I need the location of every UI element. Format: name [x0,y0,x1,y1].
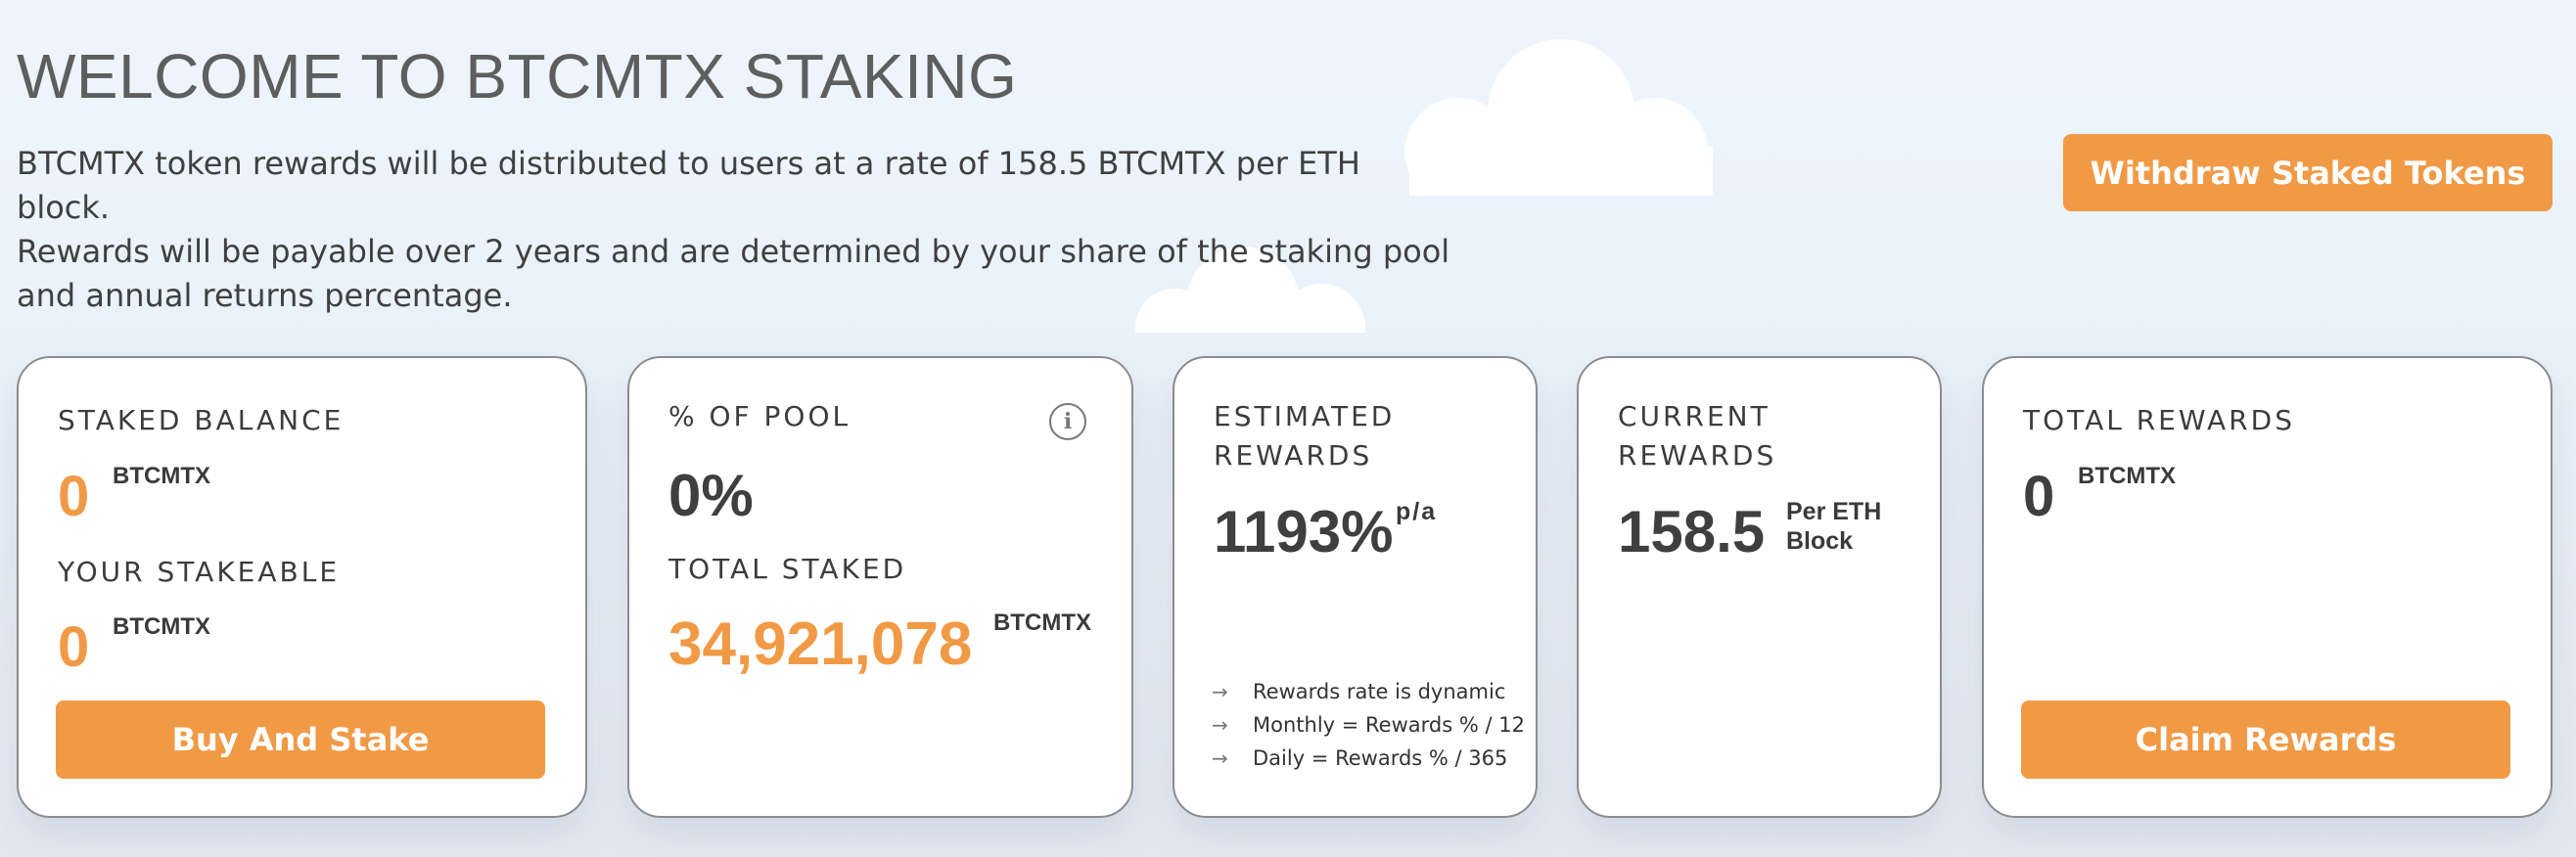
total-staked-value: 34,921,078 [668,610,973,678]
arrow-right-icon: → [1212,746,1228,770]
staked-balance-card: STAKED BALANCE 0 BTCMTX YOUR STAKEABLE 0… [17,356,587,818]
pool-share-value: 0% [668,463,754,528]
cloud-decoration [1404,39,1713,196]
total-staked-unit: BTCMTX [993,609,1091,636]
estimated-rewards-label: ESTIMATED REWARDS [1214,397,1395,475]
description-line: and annual returns percentage. [17,277,513,314]
stakeable-value: 0 [58,615,90,679]
reward-notes: → Rewards rate is dynamic → Monthly = Rewa… [1212,675,1525,775]
note-text: Rewards rate is dynamic [1253,680,1506,703]
staking-description: BTCMTX token rewards will be distributed… [17,142,1455,318]
label-line: REWARDS [1214,439,1373,472]
unit-line: Per ETH [1786,498,1882,525]
label-line: REWARDS [1618,439,1777,472]
current-rewards-value: 158.5 [1618,499,1766,564]
current-rewards-label: CURRENT REWARDS [1618,397,1776,475]
cloud-decoration [1135,247,1365,333]
buy-and-stake-button[interactable]: Buy And Stake [56,700,545,779]
arrow-right-icon: → [1212,680,1228,703]
current-rewards-card: CURRENT REWARDS 158.5 Per ETH Block [1577,356,1942,818]
description-line: BTCMTX token rewards will be distributed… [17,145,1360,226]
withdraw-staked-tokens-button[interactable]: Withdraw Staked Tokens [2063,134,2553,211]
total-rewards-unit: BTCMTX [2078,463,2176,489]
note-text: Monthly = Rewards % / 12 [1253,713,1525,737]
current-rewards-unit: Per ETH Block [1786,497,1881,556]
claim-rewards-button[interactable]: Claim Rewards [2021,700,2510,779]
list-item: → Daily = Rewards % / 365 [1212,742,1525,775]
label-line: CURRENT [1618,400,1771,432]
total-rewards-label: TOTAL REWARDS [2023,404,2295,436]
note-text: Daily = Rewards % / 365 [1253,746,1508,770]
staked-balance-unit: BTCMTX [113,463,210,489]
stakeable-unit: BTCMTX [113,613,210,640]
list-item: → Rewards rate is dynamic [1212,675,1525,708]
unit-line: Block [1786,527,1854,555]
info-icon[interactable]: i [1049,403,1086,440]
pool-share-label: % OF POOL [668,400,851,432]
total-rewards-value: 0 [2023,465,2055,528]
staked-balance-value: 0 [58,465,90,528]
pool-share-card: % OF POOL i 0% TOTAL STAKED 34,921,078 B… [627,356,1133,818]
estimated-rewards-value: 1193% [1214,499,1394,564]
label-line: ESTIMATED [1214,400,1396,432]
description-line: Rewards will be payable over 2 years and… [17,233,1450,270]
total-staked-label: TOTAL STAKED [668,553,907,585]
arrow-right-icon: → [1212,713,1228,737]
staked-balance-label: STAKED BALANCE [58,404,345,436]
estimated-rewards-card: ESTIMATED REWARDS 1193% p/a → Rewards rat… [1173,356,1538,818]
list-item: → Monthly = Rewards % / 12 [1212,708,1525,742]
estimated-rewards-unit: p/a [1396,498,1438,525]
total-rewards-card: TOTAL REWARDS 0 BTCMTX Claim Rewards [1982,356,2553,818]
stakeable-label: YOUR STAKEABLE [58,556,341,588]
page-title: WELCOME TO BTCMTX STAKING [17,41,1018,112]
